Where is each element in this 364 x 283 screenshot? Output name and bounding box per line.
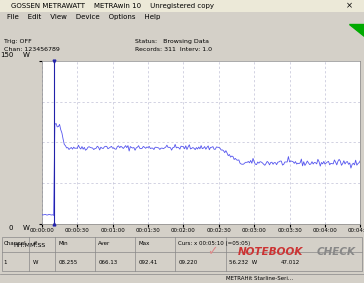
Text: W: W (23, 225, 29, 231)
Text: HH:MM:SS: HH:MM:SS (13, 243, 46, 248)
Text: Curs: x 00:05:10 (=05:05): Curs: x 00:05:10 (=05:05) (178, 241, 250, 246)
Text: ×: × (346, 1, 353, 10)
Text: 150: 150 (0, 52, 13, 58)
Text: 066.13: 066.13 (98, 260, 118, 265)
Text: #: # (33, 241, 37, 246)
Text: Max: Max (138, 241, 150, 246)
Text: METRAHit Starline-Seri...: METRAHit Starline-Seri... (226, 276, 293, 281)
Text: 09.220: 09.220 (178, 260, 198, 265)
Text: File    Edit    View    Device    Options    Help: File Edit View Device Options Help (7, 14, 161, 20)
Text: CHECK: CHECK (317, 247, 356, 257)
Text: 56.232  W: 56.232 W (229, 260, 258, 265)
Text: 092.41: 092.41 (138, 260, 158, 265)
Text: Aver: Aver (98, 241, 111, 246)
Text: NOTEBOOK: NOTEBOOK (238, 247, 304, 257)
Text: 47.012: 47.012 (280, 260, 300, 265)
Text: Min: Min (58, 241, 68, 246)
Text: GOSSEN METRAWATT    METRAwin 10    Unregistered copy: GOSSEN METRAWATT METRAwin 10 Unregistere… (11, 3, 214, 9)
Text: Records: 311  Interv: 1.0: Records: 311 Interv: 1.0 (135, 48, 212, 53)
Text: 0: 0 (9, 225, 13, 231)
Text: 1: 1 (4, 260, 7, 265)
Text: ✓: ✓ (207, 246, 217, 259)
Text: W: W (23, 52, 29, 58)
Text: Chan: 123456789: Chan: 123456789 (4, 48, 60, 53)
Text: W: W (33, 260, 38, 265)
Polygon shape (349, 23, 364, 37)
Text: Channel: Channel (4, 241, 26, 246)
Text: Status:   Browsing Data: Status: Browsing Data (135, 40, 209, 44)
Text: Trig: OFF: Trig: OFF (4, 40, 31, 44)
Text: 08.255: 08.255 (58, 260, 78, 265)
